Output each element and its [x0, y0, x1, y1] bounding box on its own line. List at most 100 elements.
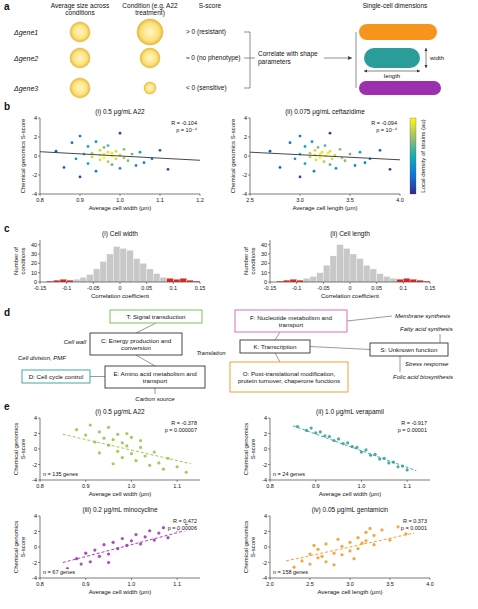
x-tick-label: -0.05: [317, 285, 330, 291]
y-tick: [38, 194, 40, 195]
y-tick: [38, 118, 40, 119]
scatter-point: [112, 462, 115, 465]
panel-letter: a: [4, 1, 10, 12]
x-tick: [40, 480, 41, 482]
scatter-point: [324, 560, 327, 563]
scatter-point: [335, 167, 338, 170]
y-tick-label: 40: [31, 242, 37, 248]
y-tick: [268, 516, 270, 517]
colorbar-title: Local density of strains (au): [420, 119, 426, 192]
scatter-point: [346, 441, 349, 444]
histogram-bar: [290, 279, 297, 282]
label-patch: [172, 518, 198, 524]
histogram-bar: [410, 279, 417, 282]
gene-name: Δgene3: [13, 85, 38, 93]
scatter-point: [148, 529, 151, 532]
annotation: R = -0.378: [171, 420, 197, 426]
y-tick: [268, 480, 270, 481]
colony-average: [70, 22, 90, 42]
label-patch: [370, 120, 398, 126]
category-box: [370, 343, 448, 356]
scatter-point: [372, 543, 375, 546]
y-tick: [268, 547, 270, 548]
y-tick-label: -2: [32, 172, 37, 178]
scatter-point: [162, 526, 165, 529]
scatter-point: [127, 159, 130, 162]
scatter-point: [98, 555, 101, 558]
x-tick: [310, 578, 311, 580]
y-tick-label: -2: [32, 560, 37, 566]
colony-condition: [144, 82, 156, 94]
chart-title: (ii) 0.075 μg/mL ceftazidime: [285, 108, 365, 116]
x-tick: [120, 194, 121, 196]
scatter-point: [84, 552, 87, 555]
category-box: [230, 362, 348, 392]
scatter-point: [107, 160, 110, 163]
x-tick: [323, 282, 324, 284]
scatter-point: [157, 461, 160, 464]
scatter-point: [339, 148, 342, 151]
x-tick: [146, 282, 147, 284]
scatter-point: [119, 132, 122, 135]
link-label: Correlate with shapeparameters: [258, 50, 318, 65]
cell-shape: [359, 24, 437, 40]
panel-letter: e: [4, 401, 10, 412]
scatter-point: [313, 170, 316, 173]
x-axis-title: Average cell length (μm): [317, 589, 382, 595]
bracket-tick: [244, 32, 250, 33]
text-line: conditions: [250, 247, 256, 274]
x-tick-label: 0.1: [400, 285, 408, 291]
y-tick: [268, 263, 270, 264]
colony-condition: [137, 19, 163, 45]
x-tick-label: 1.1: [403, 483, 411, 489]
s-score-label: < 0 (sensitive): [186, 84, 227, 92]
histogram-bar: [147, 269, 154, 282]
annotation: p = 0.00006: [168, 525, 197, 531]
x-axis-title: Correlation coefficient: [321, 293, 379, 299]
y-tick: [268, 449, 270, 450]
x-tick-label: 2.0: [266, 581, 274, 587]
colony-average: [70, 48, 90, 68]
panel-letter: b: [4, 101, 10, 112]
scatter-point: [125, 432, 128, 435]
x-tick: [40, 282, 41, 284]
panel-letter: d: [4, 307, 10, 318]
label-patch: [42, 569, 76, 575]
annotation: Membrane synthesis: [395, 313, 450, 319]
y-tick: [268, 418, 270, 419]
x-axis: [250, 194, 400, 195]
histogram-bar: [133, 259, 140, 282]
y-axis-title: Chemical genomics S-score: [20, 118, 26, 193]
category-box: [90, 333, 182, 355]
scatter-point: [329, 163, 332, 166]
plot-area: [40, 132, 200, 179]
scatter-point: [364, 448, 367, 451]
label-patch: [400, 525, 428, 531]
y-tick: [38, 449, 40, 450]
arrow-head: [425, 48, 428, 68]
scatter-point: [98, 451, 101, 454]
plot-area: [250, 132, 400, 179]
y-tick: [248, 137, 250, 138]
scatter-point: [323, 160, 326, 163]
category-box: [240, 340, 310, 353]
scatter-point: [115, 157, 118, 160]
y-tick: [38, 263, 40, 264]
cell-shape: [359, 81, 441, 95]
x-tick-label: 1.0: [128, 483, 136, 489]
scatter-point: [340, 545, 343, 548]
connector: [90, 376, 105, 377]
scatter-point: [87, 145, 90, 148]
x-tick-label: 0.15: [425, 285, 436, 291]
bracket-tick: [250, 58, 255, 59]
y-tick-label: -4: [242, 191, 247, 197]
x-tick-label: 2.5: [246, 197, 254, 203]
scatter-point: [112, 541, 115, 544]
scatter-point: [319, 430, 322, 433]
n-label: n = 24 genes: [273, 471, 305, 477]
scatter-point: [378, 457, 381, 460]
scatter-point: [93, 549, 96, 552]
histogram-bar: [303, 278, 310, 282]
n-label: n = 158 genes: [273, 569, 308, 575]
y-tick: [38, 531, 40, 532]
